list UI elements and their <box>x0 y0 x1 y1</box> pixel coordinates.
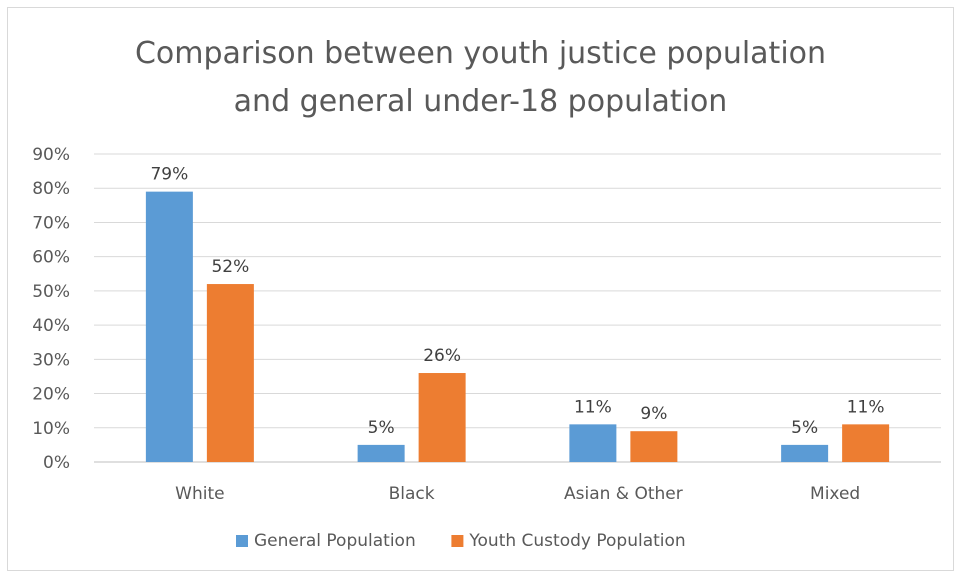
bar <box>145 191 193 462</box>
x-axis-ticks: White Black Asian & Other Mixed <box>175 484 860 504</box>
legend-label: Youth Custody Population <box>468 531 685 551</box>
bar <box>418 373 466 462</box>
y-tick-label: 60% <box>32 248 70 268</box>
y-tick-label: 80% <box>32 179 70 199</box>
bar <box>781 444 829 462</box>
legend-swatch <box>236 535 248 547</box>
data-label: 11% <box>847 397 885 417</box>
data-label: 52% <box>211 257 249 277</box>
bar <box>842 424 890 462</box>
legend: General Population Youth Custody Populati… <box>236 531 686 551</box>
data-labels: 79% 52% 5% 26% 11% 9% 5% 11% <box>150 165 884 438</box>
data-label: 5% <box>791 418 818 438</box>
y-tick-label: 20% <box>32 385 70 405</box>
x-tick-label: White <box>175 484 224 504</box>
y-tick-label: 90% <box>32 145 70 165</box>
y-tick-label: 40% <box>32 316 70 336</box>
y-tick-label: 70% <box>32 213 70 233</box>
x-tick-label: Mixed <box>810 484 860 504</box>
bar <box>569 424 617 462</box>
bar <box>630 431 678 462</box>
x-tick-label: Asian & Other <box>564 484 683 504</box>
bar <box>357 444 405 462</box>
chart-title-line-2: and general under-18 population <box>233 84 728 119</box>
data-label: 9% <box>640 404 667 424</box>
legend-label: General Population <box>254 531 416 551</box>
y-tick-label: 30% <box>32 350 70 370</box>
y-tick-label: 10% <box>32 419 70 439</box>
data-label: 5% <box>368 418 395 438</box>
bar <box>206 284 254 462</box>
chart-title-line-1: Comparison between youth justice populat… <box>134 36 827 71</box>
data-label: 26% <box>423 346 461 366</box>
data-label: 79% <box>150 165 188 185</box>
y-tick-label: 50% <box>32 282 70 302</box>
legend-swatch <box>451 535 464 547</box>
data-label: 11% <box>574 397 612 417</box>
x-tick-label: Black <box>389 484 435 504</box>
bars <box>145 191 890 462</box>
y-tick-label: 0% <box>43 453 70 473</box>
y-axis-ticks: 0% 10% 20% 30% 40% 50% 60% 70% 80% 90% <box>32 145 70 473</box>
